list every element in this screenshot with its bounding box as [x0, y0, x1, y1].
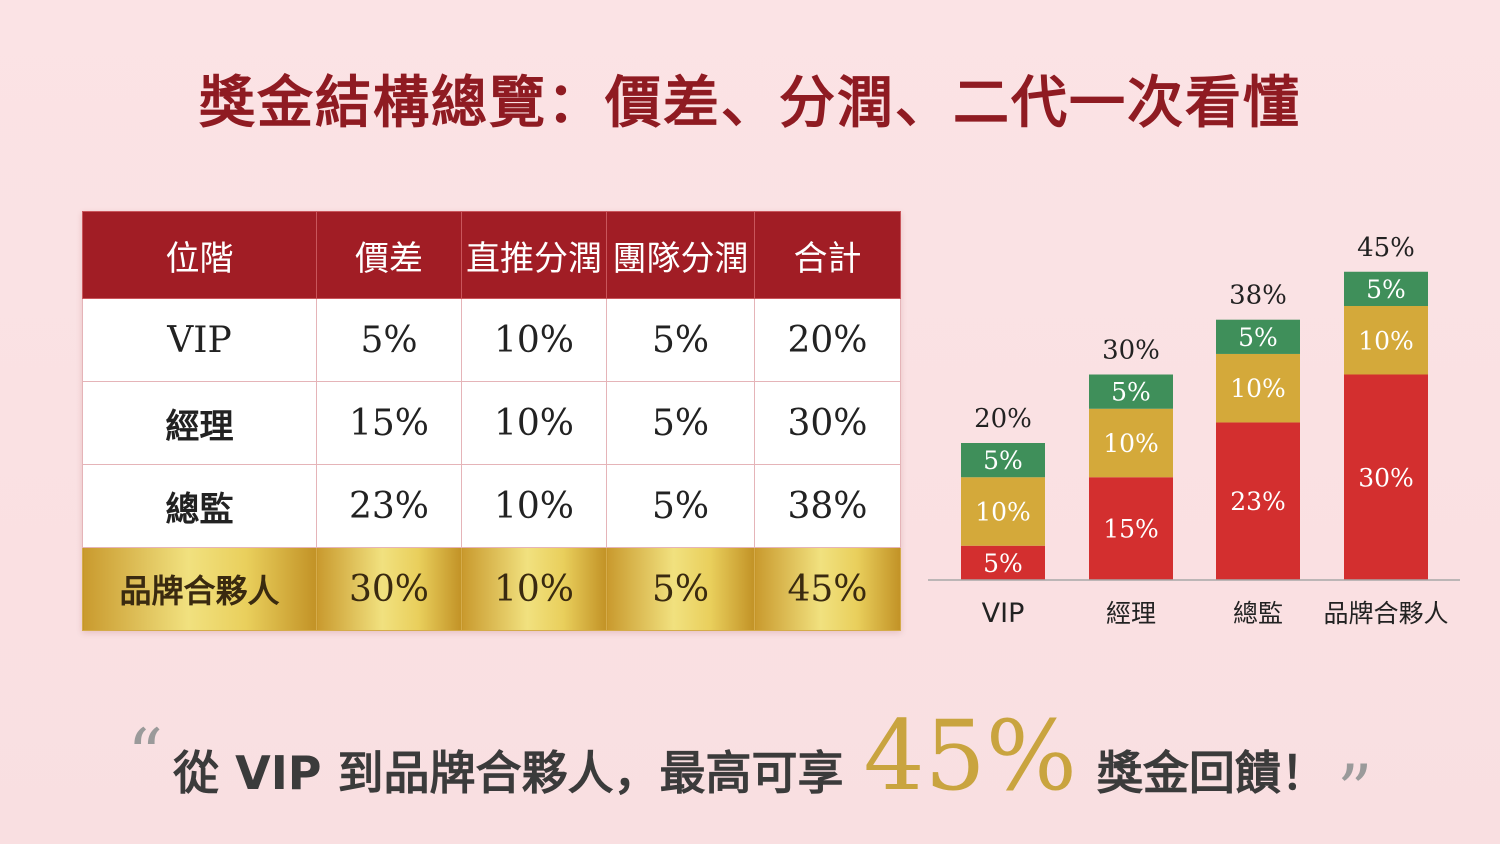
segment-label: 5% — [1111, 378, 1151, 407]
category-label: 總監 — [1233, 599, 1283, 628]
bar-segment — [961, 477, 1045, 546]
cell-price-diff: 5% — [316, 298, 462, 382]
bar-segment — [1344, 374, 1428, 580]
bar-segment — [961, 545, 1045, 580]
header-rank: 位階 — [82, 211, 317, 299]
bars-layer: 5% 10% 5% 20% VIP 15% 10% 5% 30% 經理 23% 10% 5% 38% 總監 3… — [961, 233, 1449, 629]
segment-label: 5% — [983, 446, 1023, 475]
bar-segment — [1089, 477, 1173, 580]
cell-total: 20% — [754, 298, 901, 382]
segment-label: 15% — [1103, 515, 1159, 544]
cell-direct-share: 10% — [461, 381, 607, 465]
bar-segment — [1089, 408, 1173, 478]
header-direct-share: 直推分潤 — [461, 211, 607, 299]
total-label: 38% — [1229, 281, 1287, 311]
bar-segment — [1344, 306, 1428, 375]
segment-label: 23% — [1230, 487, 1286, 516]
category-label: 品牌合夥人 — [1323, 599, 1448, 628]
bar-segment — [1216, 319, 1300, 354]
open-quote-mark: “ — [127, 714, 164, 796]
category-label: 經理 — [1106, 599, 1156, 628]
segment-label: 10% — [1230, 374, 1286, 403]
quote-text-after: 獎金回饋！ — [1096, 746, 1327, 800]
cell-direct-share: 10% — [461, 298, 607, 382]
header-team-share: 團隊分潤 — [606, 211, 755, 299]
segment-label: 10% — [1358, 326, 1414, 355]
quote-text-before: 從 VIP 到品牌合夥人，最高可享 — [173, 746, 844, 800]
cell-price-diff: 23% — [316, 464, 462, 548]
cell-total: 45% — [754, 547, 901, 631]
cell-rank: 總監 — [82, 464, 317, 548]
bar-segment — [1344, 271, 1428, 306]
cell-rank: 品牌合夥人 — [82, 547, 317, 631]
total-label: 30% — [1102, 336, 1160, 366]
cell-team-share: 5% — [606, 547, 755, 631]
cell-rank: 經理 — [82, 381, 317, 465]
cell-team-share: 5% — [606, 298, 755, 382]
cell-price-diff: 15% — [316, 381, 462, 465]
bar-segment — [1089, 374, 1173, 409]
table-row: 總監 23% 10% 5% 38% — [82, 464, 901, 548]
stacked-bar-chart: 5% 10% 5% 20% VIP 15% 10% 5% 30% 經理 23% 10% 5% 38% 總監 3… — [928, 233, 1460, 629]
category-label: VIP — [982, 598, 1025, 629]
cell-direct-share: 10% — [461, 464, 607, 548]
bar-segment — [961, 443, 1045, 478]
total-label: 45% — [1357, 233, 1415, 263]
close-quote-mark: ” — [1336, 750, 1373, 832]
segment-label: 5% — [1238, 323, 1278, 352]
table-row: 經理 15% 10% 5% 30% — [82, 381, 901, 465]
table-header-row: 位階 價差 直推分潤 團隊分潤 合計 — [82, 211, 901, 299]
cell-direct-share: 10% — [461, 547, 607, 631]
segment-label: 5% — [983, 549, 1023, 578]
page-title: 獎金結構總覽：價差、分潤、二代一次看懂 — [199, 71, 1301, 136]
segment-label: 10% — [975, 498, 1031, 527]
cell-price-diff: 30% — [316, 547, 462, 631]
header-total: 合計 — [754, 211, 901, 299]
segment-label: 30% — [1358, 463, 1414, 492]
segment-label: 5% — [1366, 275, 1406, 304]
bar-segment — [1216, 353, 1300, 423]
cell-total: 30% — [754, 381, 901, 465]
table-row: VIP 5% 10% 5% 20% — [82, 298, 901, 382]
segment-label: 10% — [1103, 429, 1159, 458]
quote-banner: “ 從 VIP 到品牌合夥人，最高可享 45% 獎金回饋！ ” — [0, 700, 1500, 826]
cell-rank: VIP — [82, 298, 317, 382]
bar-segment — [1216, 422, 1300, 580]
quote-highlight: 45% — [863, 700, 1077, 812]
total-label: 20% — [974, 404, 1032, 434]
cell-total: 38% — [754, 464, 901, 548]
cell-team-share: 5% — [606, 381, 755, 465]
table-row-highlight: 品牌合夥人 30% 10% 5% 45% — [82, 547, 901, 631]
cell-team-share: 5% — [606, 464, 755, 548]
header-price-diff: 價差 — [316, 211, 462, 299]
bonus-table: 位階 價差 直推分潤 團隊分潤 合計 VIP 5% 10% 5% 20% 經理 … — [82, 211, 901, 631]
